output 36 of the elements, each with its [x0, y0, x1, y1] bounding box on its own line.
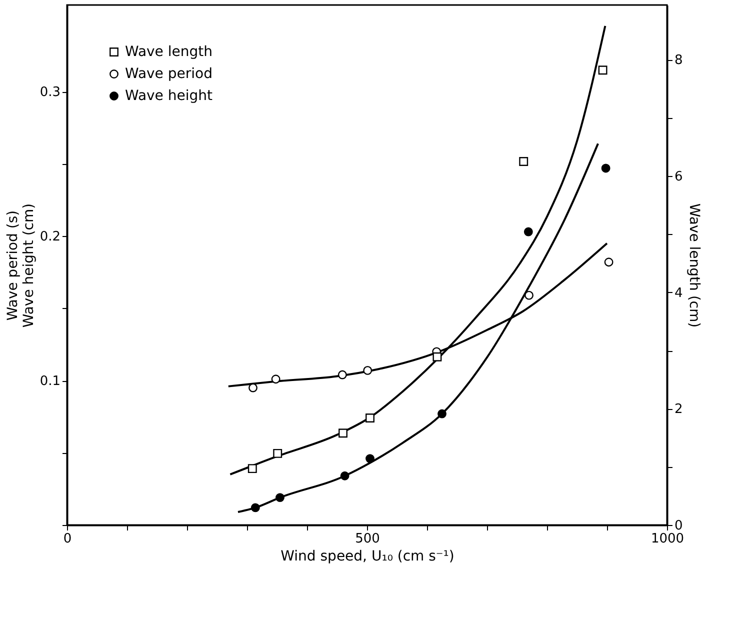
legend-label: Wave height: [125, 88, 214, 104]
point: [438, 409, 446, 418]
line-series: [229, 24, 606, 476]
point: [276, 493, 284, 502]
point: [366, 454, 374, 464]
point: [271, 374, 280, 384]
y-tick-label: 0.1: [40, 374, 60, 390]
y2-tick-label: 4: [674, 286, 683, 301]
point: [601, 164, 610, 173]
point: [366, 414, 374, 422]
y-tick-label: 0.2: [40, 230, 60, 245]
legend-label: Wave period: [125, 66, 212, 82]
x-tick-label: 1000: [650, 532, 684, 546]
legend-label: Wave length: [125, 44, 212, 60]
point: [524, 227, 533, 236]
y2-tick-label: 0: [674, 518, 683, 534]
x-tick-label: 0: [63, 532, 72, 546]
point: [338, 370, 347, 380]
y-axis-title: Wave period (s) Wave height (cm): [4, 203, 37, 328]
y2-tick-label: 6: [674, 170, 683, 185]
x-tick-label: 500: [355, 532, 380, 546]
point: [604, 258, 614, 267]
y2-tick-label: 2: [674, 402, 683, 418]
point: [598, 66, 608, 75]
y2-axis-title: Wave length (cm): [686, 203, 702, 328]
y2-tick-label: 8: [674, 53, 683, 68]
point: [338, 428, 348, 438]
point: [519, 156, 528, 166]
point: [273, 448, 282, 458]
point: [248, 464, 257, 474]
point: [363, 366, 372, 375]
point: [340, 471, 350, 480]
point: [432, 352, 442, 362]
x-axis-title: Wind speed, U₁₀ (cm s⁻¹): [280, 548, 454, 564]
point: [250, 503, 260, 512]
y-tick-label: 0.3: [40, 85, 60, 100]
